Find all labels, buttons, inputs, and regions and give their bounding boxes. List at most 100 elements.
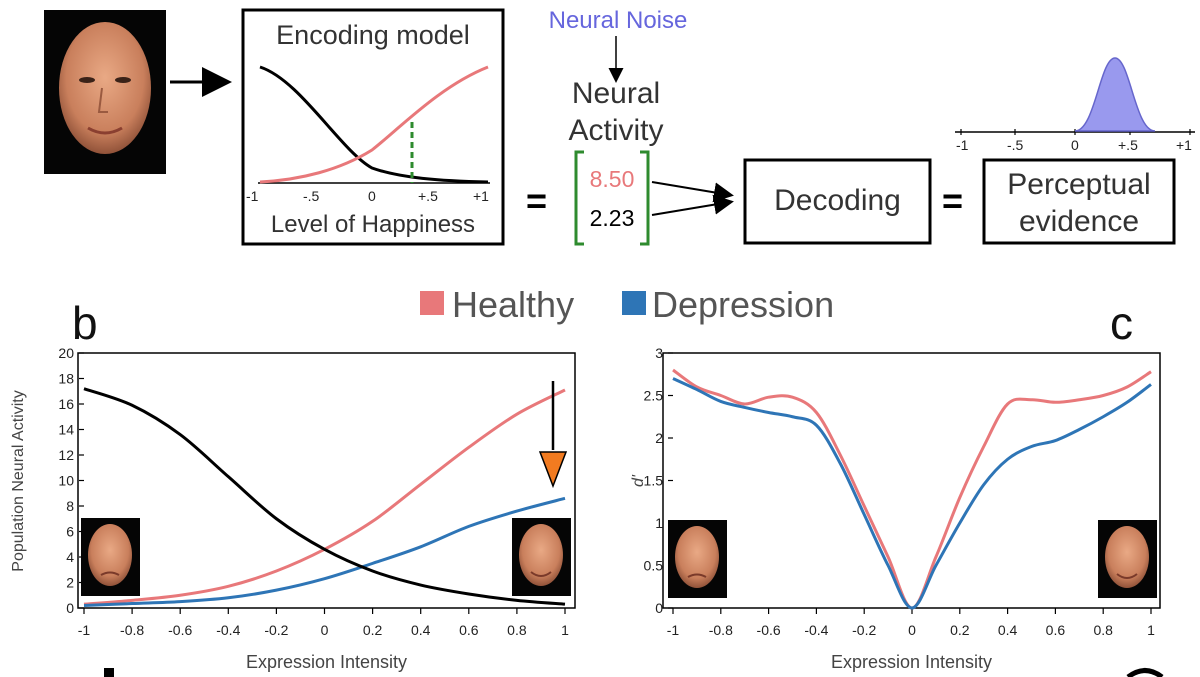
perceptual-line-1: Perceptual xyxy=(1007,168,1151,201)
decoding-box xyxy=(743,158,932,245)
neural-activity-line-2: Activity xyxy=(568,114,664,147)
panel-label-e-partial-mark xyxy=(1126,668,1164,677)
chart-b-xtick-label-1: -0.8 xyxy=(120,622,144,638)
chart-b-xlabel: Expression Intensity xyxy=(245,652,408,672)
perc-tick-3: +.5 xyxy=(1118,137,1138,153)
encoding-tick-0: -1 xyxy=(246,188,259,204)
legend-swatch-healthy xyxy=(420,291,444,315)
perc-tick-0: -1 xyxy=(956,137,969,153)
chart-b-face-right xyxy=(512,518,571,596)
chart-c-xtick-label-3: -0.4 xyxy=(804,622,828,638)
encoding-tick-1: -.5 xyxy=(303,188,320,204)
arrow-black-to-decoding xyxy=(651,194,734,216)
chart-c-frame xyxy=(662,352,1161,609)
legend-label-healthy: Healthy xyxy=(452,284,575,325)
arrow-red-to-decoding xyxy=(651,181,734,203)
chart-c-ytick-label-3: 1.5 xyxy=(644,473,664,489)
chart-b-line-healthy xyxy=(83,388,566,606)
encoding-tick-2: 0 xyxy=(368,188,376,204)
chart-b-arrow-head xyxy=(538,451,568,489)
chart-c-xtick-label-1: -0.8 xyxy=(709,622,733,638)
chart-b-ytick-label-0: 0 xyxy=(66,600,74,616)
chart-b-xtick-label-7: 0.4 xyxy=(411,622,431,638)
chart-c-ytick-label-5: 2.5 xyxy=(644,388,664,404)
chart-b-face-left xyxy=(81,518,140,596)
perceptual-label: Perceptual evidence xyxy=(984,166,1174,240)
encoding-title: Encoding model xyxy=(276,20,470,50)
chart-b-ylabel: Population Neural Activity xyxy=(10,390,27,572)
neural-activity-line-1: Neural xyxy=(571,77,661,110)
perceptual-axis xyxy=(955,57,1195,135)
chart-c: -1 -0.8 -0.6 -0.4 -0.2 0 0.2 0.4 0.6 0.8 1 0 0.5 1 1.5… xyxy=(644,345,1161,638)
chart-b-xtick-label-2: -0.6 xyxy=(168,622,192,638)
activity-value-red: 8.50 xyxy=(589,166,635,192)
chart-b-xtick-label-3: -0.4 xyxy=(216,622,240,638)
chart-c-face-right xyxy=(1098,520,1157,598)
chart-b-ytick-label-8: 16 xyxy=(58,396,74,412)
encoding-curve-happy xyxy=(259,65,489,184)
chart-b-ytick-label-4: 8 xyxy=(66,498,74,514)
chart-b-ytick-label-7: 14 xyxy=(58,422,74,438)
decoding-label: Decoding xyxy=(774,184,901,217)
chart-c-xtick-label-6: 0.2 xyxy=(950,622,970,638)
chart-c-ytick-label-6: 3 xyxy=(655,345,663,361)
chart-b-line-neutral xyxy=(83,387,566,606)
chart-c-face-left xyxy=(668,520,727,598)
chart-c-xtick-label-7: 0.4 xyxy=(998,622,1018,638)
chart-b-xtick-label-6: 0.2 xyxy=(363,622,383,638)
chart-b-xtick-label-5: 0 xyxy=(321,622,329,638)
chart-b-ytick-label-6: 12 xyxy=(58,447,74,463)
activity-value-black: 2.23 xyxy=(589,205,635,231)
encoding-tick-4: +1 xyxy=(473,188,489,204)
chart-c-ytick-label-0: 0 xyxy=(655,600,663,616)
chart-c-xtick-label-2: -0.6 xyxy=(757,622,781,638)
chart-c-line-depression xyxy=(672,377,1152,610)
chart-c-xtick-label-8: 0.6 xyxy=(1046,622,1066,638)
chart-c-xtick-label-0: -1 xyxy=(667,622,680,638)
perc-tick-2: 0 xyxy=(1071,137,1079,153)
activity-bracket xyxy=(574,150,650,246)
neural-noise-label: Neural Noise xyxy=(548,7,688,34)
chart-b-ytick-label-10: 20 xyxy=(58,345,74,361)
chart-b-ytick-label-9: 18 xyxy=(58,371,74,387)
chart-c-ytick-label-2: 1 xyxy=(655,515,663,531)
chart-c-xlabel: Expression Intensity xyxy=(830,652,993,672)
top-face-image xyxy=(44,10,166,174)
chart-b-frame xyxy=(77,352,576,609)
perceptual-box xyxy=(982,158,1176,245)
chart-b-ytick-label-1: 2 xyxy=(66,575,74,591)
chart-b-xtick-label-4: -0.2 xyxy=(264,622,288,638)
equals-sign-1: = xyxy=(526,180,548,221)
equals-sign-2: = xyxy=(942,180,964,221)
panel-label-c: c xyxy=(1110,297,1133,349)
chart-b-ytick-label-2: 4 xyxy=(66,549,74,565)
chart-c-ytick-label-1: 0.5 xyxy=(644,558,664,574)
panel-label-d-partial-mark xyxy=(104,668,114,677)
perceptual-line-2: evidence xyxy=(1018,205,1140,238)
chart-c-ylabel: d' xyxy=(630,475,647,487)
chart-c-line-healthy xyxy=(672,368,1152,610)
chart-b-ytick-label-5: 10 xyxy=(58,473,74,489)
chart-b-xtick-label-8: 0.6 xyxy=(459,622,479,638)
chart-b-line-depression xyxy=(83,496,566,607)
chart-b-xtick-label-10: 1 xyxy=(561,622,569,638)
chart-b-xtick-label-0: -1 xyxy=(78,622,91,638)
encoding-model-box xyxy=(241,8,505,246)
legend-label-depression: Depression xyxy=(652,284,835,325)
encoding-curve-neutral xyxy=(259,65,489,184)
perc-tick-1: -.5 xyxy=(1007,137,1024,153)
neural-activity-label: Neural Activity xyxy=(540,75,692,149)
panel-label-b: b xyxy=(72,297,98,349)
chart-b-ytick-label-3: 6 xyxy=(66,524,74,540)
perc-tick-4: +1 xyxy=(1176,137,1192,153)
perceptual-gaussian xyxy=(1074,57,1156,132)
chart-c-xtick-label-9: 0.8 xyxy=(1093,622,1113,638)
encoding-tick-3: +.5 xyxy=(418,188,438,204)
chart-c-xtick-label-4: -0.2 xyxy=(852,622,876,638)
chart-b-xtick-label-9: 0.8 xyxy=(507,622,527,638)
legend-swatch-depression xyxy=(622,291,646,315)
chart-c-ytick-label-4: 2 xyxy=(655,430,663,446)
chart-c-xtick-label-5: 0 xyxy=(908,622,916,638)
chart-b: -1 -0.8 -0.6 -0.4 -0.2 0 0.2 0.4 0.6 0.8 102468101… xyxy=(58,345,576,638)
